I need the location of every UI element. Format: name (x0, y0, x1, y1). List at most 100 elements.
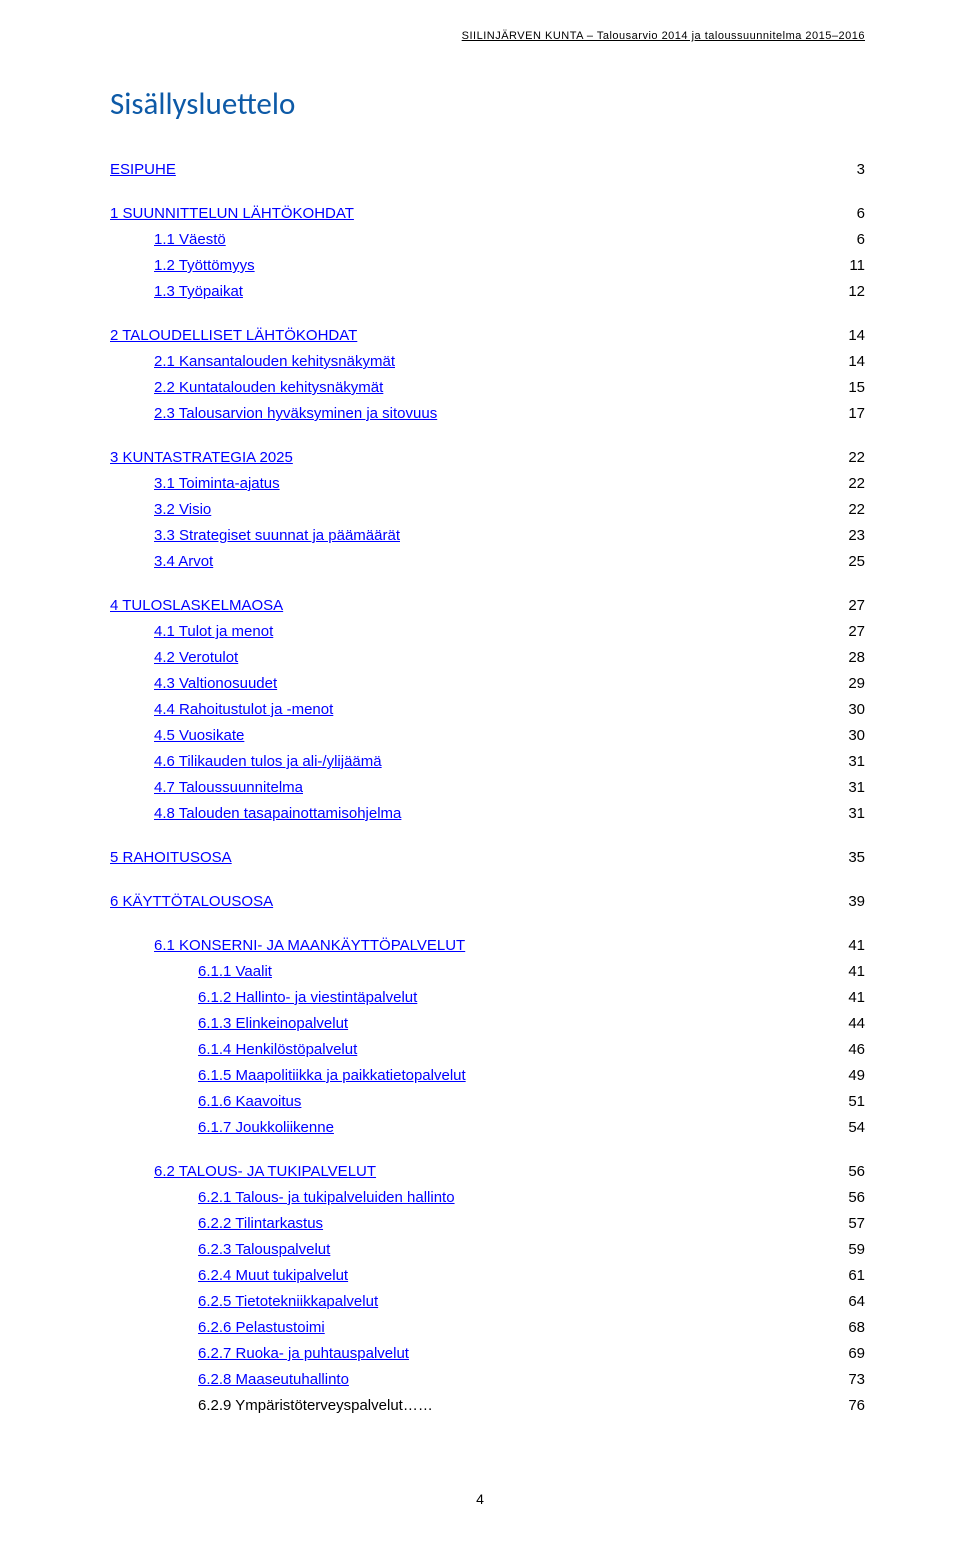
toc-row: 4.3 Valtionosuudet29 (110, 672, 865, 696)
toc-page-number: 69 (835, 1342, 865, 1366)
toc-page-number: 56 (835, 1160, 865, 1184)
toc-page-number: 61 (835, 1264, 865, 1288)
toc-row: 6.2.1 Talous- ja tukipalveluiden hallint… (110, 1186, 865, 1210)
toc-row: 2.3 Talousarvion hyväksyminen ja sitovuu… (110, 402, 865, 426)
toc-link[interactable]: 6.2 TALOUS- JA TUKIPALVELUT (154, 1160, 376, 1184)
toc-link[interactable]: 6 KÄYTTÖTALOUSOSA (110, 890, 273, 914)
toc-link[interactable]: 4.3 Valtionosuudet (154, 672, 277, 696)
toc-page-number: 49 (835, 1064, 865, 1088)
toc-link[interactable]: 1.3 Työpaikat (154, 280, 243, 304)
toc-page-number: 31 (835, 802, 865, 826)
toc-link[interactable]: 2.2 Kuntatalouden kehitysnäkymät (154, 376, 383, 400)
toc-link[interactable]: 6.1.6 Kaavoitus (198, 1090, 301, 1114)
toc-link[interactable]: 1.2 Työttömyys (154, 254, 255, 278)
toc-link[interactable]: 6.1.2 Hallinto- ja viestintäpalvelut (198, 986, 417, 1010)
toc-row: 6.2.4 Muut tukipalvelut 61 (110, 1264, 865, 1288)
toc-link[interactable]: 5 RAHOITUSOSA (110, 846, 232, 870)
toc-row: 2.2 Kuntatalouden kehitysnäkymät 15 (110, 376, 865, 400)
toc-page-number: 59 (835, 1238, 865, 1262)
toc-link[interactable]: 6.2.4 Muut tukipalvelut (198, 1264, 348, 1288)
toc-page-number: 27 (835, 620, 865, 644)
toc-link[interactable]: 2.3 Talousarvion hyväksyminen ja sitovuu… (154, 402, 437, 426)
toc-link[interactable]: 1.1 Väestö (154, 228, 226, 252)
toc-row: 6.1.2 Hallinto- ja viestintäpalvelut 41 (110, 986, 865, 1010)
toc-link[interactable]: 3.4 Arvot (154, 550, 213, 574)
toc-page-number: 35 (835, 846, 865, 870)
toc-link[interactable]: 6.2.8 Maaseutuhallinto (198, 1368, 349, 1392)
toc-link[interactable]: 4.8 Talouden tasapainottamisohjelma (154, 802, 401, 826)
toc-link[interactable]: 4.2 Verotulot (154, 646, 238, 670)
toc-link[interactable]: 4.7 Taloussuunnitelma (154, 776, 303, 800)
toc-link[interactable]: 4.1 Tulot ja menot (154, 620, 273, 644)
toc-link[interactable]: 2.1 Kansantalouden kehitysnäkymät (154, 350, 395, 374)
toc-row: 3.1 Toiminta-ajatus 22 (110, 472, 865, 496)
toc-link[interactable]: 4.6 Tilikauden tulos ja ali-/ylijäämä (154, 750, 382, 774)
toc-link[interactable]: 2 TALOUDELLISET LÄHTÖKOHDAT (110, 324, 357, 348)
toc-link[interactable]: 6.1.1 Vaalit (198, 960, 272, 984)
table-of-contents: ESIPUHE31 SUUNNITTELUN LÄHTÖKOHDAT61.1 V… (110, 158, 865, 1418)
toc-page-number: 76 (835, 1394, 865, 1418)
toc-link[interactable]: 4 TULOSLASKELMAOSA (110, 594, 283, 618)
toc-page-number: 12 (835, 280, 865, 304)
toc-row: 4 TULOSLASKELMAOSA27 (110, 594, 865, 618)
toc-row: 4.8 Talouden tasapainottamisohjelma 31 (110, 802, 865, 826)
toc-row: 3.4 Arvot25 (110, 550, 865, 574)
toc-link[interactable]: 6.1 KONSERNI- JA MAANKÄYTTÖPALVELUT (154, 934, 465, 958)
toc-row: 6 KÄYTTÖTALOUSOSA39 (110, 890, 865, 914)
toc-page-number: 6 (835, 228, 865, 252)
toc-page-number: 46 (835, 1038, 865, 1062)
toc-page-number: 30 (835, 724, 865, 748)
toc-row: 6.2.8 Maaseutuhallinto 73 (110, 1368, 865, 1392)
toc-page-number: 54 (835, 1116, 865, 1140)
toc-row: 4.4 Rahoitustulot ja -menot30 (110, 698, 865, 722)
document-page: SIILINJÄRVEN KUNTA – Talousarvio 2014 ja… (0, 0, 960, 1547)
toc-link[interactable]: 3.1 Toiminta-ajatus (154, 472, 280, 496)
toc-link[interactable]: 4.5 Vuosikate (154, 724, 244, 748)
toc-page-number: 14 (835, 350, 865, 374)
toc-row: 3.3 Strategiset suunnat ja päämäärät 23 (110, 524, 865, 548)
toc-row: 2.1 Kansantalouden kehitysnäkymät 14 (110, 350, 865, 374)
toc-row: 3.2 Visio22 (110, 498, 865, 522)
toc-link[interactable]: 3 KUNTASTRATEGIA 2025 (110, 446, 293, 470)
toc-link[interactable]: 3.2 Visio (154, 498, 211, 522)
toc-link[interactable]: 3.3 Strategiset suunnat ja päämäärät (154, 524, 400, 548)
toc-page-number: 22 (835, 472, 865, 496)
toc-row: 6.2 TALOUS- JA TUKIPALVELUT 56 (110, 1160, 865, 1184)
toc-link[interactable]: 6.2.7 Ruoka- ja puhtauspalvelut (198, 1342, 409, 1366)
toc-page-number: 41 (835, 986, 865, 1010)
toc-page-number: 22 (835, 446, 865, 470)
toc-page-number: 3 (835, 158, 865, 182)
page-number: 4 (476, 1491, 484, 1507)
toc-row: 1.3 Työpaikat 12 (110, 280, 865, 304)
toc-link[interactable]: 1 SUUNNITTELUN LÄHTÖKOHDAT (110, 202, 354, 226)
toc-row: 5 RAHOITUSOSA 35 (110, 846, 865, 870)
toc-row: 4.6 Tilikauden tulos ja ali-/ylijäämä31 (110, 750, 865, 774)
toc-link[interactable]: 6.1.3 Elinkeinopalvelut (198, 1012, 348, 1036)
toc-page-number: 31 (835, 776, 865, 800)
toc-page-number: 41 (835, 934, 865, 958)
toc-link[interactable]: 6.1.7 Joukkoliikenne (198, 1116, 334, 1140)
toc-page-number: 15 (835, 376, 865, 400)
toc-page-number: 28 (835, 646, 865, 670)
toc-link[interactable]: 6.1.5 Maapolitiikka ja paikkatietopalvel… (198, 1064, 466, 1088)
toc-link[interactable]: 6.2.3 Talouspalvelut (198, 1238, 330, 1262)
toc-link[interactable]: 6.2.2 Tilintarkastus (198, 1212, 323, 1236)
toc-row: 1.1 Väestö 6 (110, 228, 865, 252)
toc-page-number: 14 (835, 324, 865, 348)
toc-page-number: 17 (835, 402, 865, 426)
toc-row: 6.1.6 Kaavoitus 51 (110, 1090, 865, 1114)
toc-row: 6.2.2 Tilintarkastus57 (110, 1212, 865, 1236)
toc-page-number: 51 (835, 1090, 865, 1114)
toc-link[interactable]: ESIPUHE (110, 158, 176, 182)
toc-link[interactable]: 4.4 Rahoitustulot ja -menot (154, 698, 333, 722)
toc-row: 6.2.3 Talouspalvelut 59 (110, 1238, 865, 1262)
toc-row: 6.1.3 Elinkeinopalvelut44 (110, 1012, 865, 1036)
toc-row: 6.1 KONSERNI- JA MAANKÄYTTÖPALVELUT 41 (110, 934, 865, 958)
toc-link[interactable]: 6.2.1 Talous- ja tukipalveluiden hallint… (198, 1186, 455, 1210)
toc-link[interactable]: 6.1.4 Henkilöstöpalvelut (198, 1038, 357, 1062)
toc-row: 3 KUNTASTRATEGIA 2025 22 (110, 446, 865, 470)
toc-page-number: 73 (835, 1368, 865, 1392)
toc-link[interactable]: 6.2.6 Pelastustoimi (198, 1316, 325, 1340)
toc-link[interactable]: 6.2.5 Tietotekniikkapalvelut (198, 1290, 378, 1314)
toc-page-number: 23 (835, 524, 865, 548)
